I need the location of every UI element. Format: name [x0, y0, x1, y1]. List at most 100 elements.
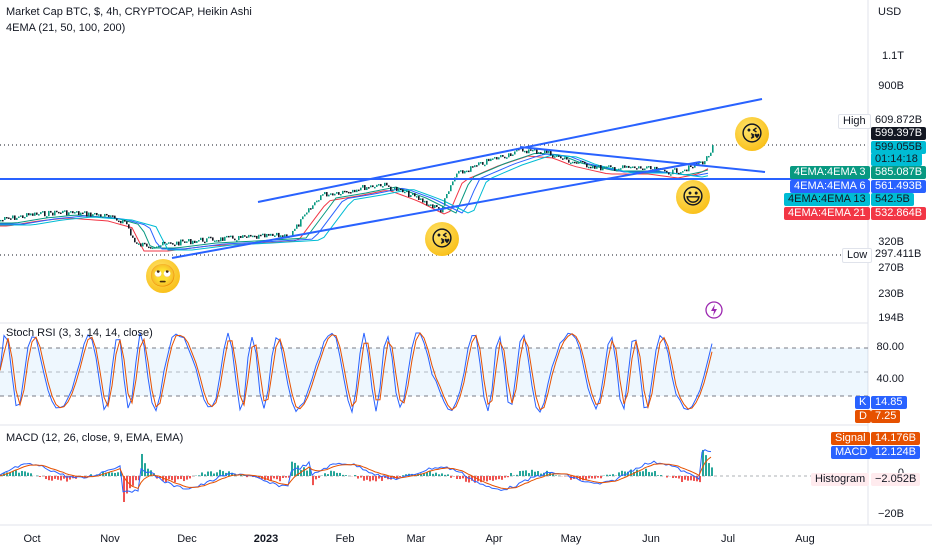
- histogram-bar: [390, 476, 392, 480]
- candle: [304, 214, 306, 217]
- histogram-bar: [588, 476, 590, 479]
- candle: [682, 171, 684, 173]
- candle: [560, 156, 562, 159]
- stoch-d-line: [0, 332, 713, 411]
- histogram-bar: [468, 476, 470, 483]
- candle: [370, 185, 372, 188]
- candle: [410, 195, 412, 198]
- histogram-bar: [258, 476, 260, 479]
- candle: [82, 212, 84, 215]
- candle: [142, 242, 144, 247]
- candle: [534, 149, 536, 151]
- grin-emoji-icon[interactable]: 😃: [676, 180, 710, 214]
- candle: [122, 220, 124, 224]
- candle: [268, 233, 270, 236]
- candle: [2, 219, 4, 222]
- candle: [546, 150, 548, 153]
- candle: [614, 167, 616, 171]
- candle: [158, 245, 160, 248]
- candle: [574, 161, 576, 164]
- histogram-bar: [372, 476, 374, 481]
- candle: [174, 244, 176, 247]
- candle: [492, 158, 494, 160]
- histogram-bar: [69, 476, 71, 480]
- stoch-title[interactable]: Stoch RSI (3, 3, 14, 14, close): [6, 327, 153, 339]
- candle: [450, 185, 452, 192]
- candle: [456, 173, 458, 178]
- histogram-bar: [345, 475, 347, 476]
- histogram-bar: [141, 453, 143, 476]
- ema-line: [0, 153, 709, 250]
- currency-label[interactable]: USD: [878, 6, 902, 18]
- candle: [20, 215, 22, 217]
- histogram-bar: [528, 473, 530, 476]
- histogram-bar: [585, 476, 587, 480]
- macd-title[interactable]: MACD (12, 26, close, 9, EMA, EMA): [6, 432, 184, 444]
- histogram-bar: [462, 476, 464, 479]
- candle: [404, 191, 406, 194]
- candle: [350, 192, 352, 194]
- histogram-bar: [117, 472, 119, 476]
- lightning-icon[interactable]: [705, 301, 723, 319]
- histogram-bar: [429, 470, 431, 476]
- candle: [166, 243, 168, 245]
- indicator-legend[interactable]: 4EMA (21, 50, 100, 200): [6, 22, 126, 34]
- histogram-bar: [201, 472, 203, 476]
- histogram-bar: [642, 471, 644, 476]
- candle: [112, 215, 114, 217]
- candle: [316, 200, 318, 203]
- kiss-emoji-icon[interactable]: 😘: [425, 222, 459, 256]
- candle: [348, 191, 350, 194]
- candle: [106, 213, 108, 216]
- candle: [90, 212, 92, 217]
- candle: [642, 168, 644, 171]
- ema-21-name: 4EMA:4EMA 21: [784, 207, 870, 220]
- histogram-bar: [498, 476, 500, 480]
- candle: [590, 166, 592, 169]
- candle: [400, 188, 402, 191]
- candle: [418, 196, 420, 200]
- histogram-bar: [126, 476, 128, 494]
- candle: [74, 212, 76, 214]
- histogram-bar: [288, 476, 290, 478]
- chart-title: Market Cap BTC, $, 4h, CRYPTOCAP, Heikin…: [6, 6, 252, 18]
- candle: [704, 161, 706, 165]
- candle: [358, 189, 360, 192]
- candle: [436, 205, 438, 208]
- candle: [292, 230, 294, 236]
- rolling-eyes-emoji-icon[interactable]: 🙄: [146, 259, 180, 293]
- candle: [184, 241, 186, 243]
- candle: [84, 211, 86, 213]
- candle: [478, 162, 480, 166]
- candle: [196, 241, 198, 243]
- candle: [604, 166, 606, 168]
- histogram-bar: [267, 476, 269, 480]
- candle: [580, 160, 582, 163]
- candle: [168, 242, 170, 244]
- histogram-bar: [174, 476, 176, 483]
- candle: [634, 166, 636, 169]
- candle: [666, 170, 668, 173]
- histogram-bar: [324, 473, 326, 476]
- kiss-emoji-icon[interactable]: 😘: [735, 117, 769, 151]
- histogram-bar: [240, 474, 242, 476]
- candle: [484, 164, 486, 167]
- candle: [16, 217, 18, 220]
- histogram-bar: [132, 476, 134, 486]
- candle: [578, 162, 580, 164]
- candle: [128, 224, 130, 229]
- histogram-bar: [546, 470, 548, 476]
- candle: [68, 212, 70, 216]
- candle: [470, 166, 472, 172]
- candle: [572, 161, 574, 164]
- candle: [488, 158, 490, 162]
- histogram-bar: [246, 476, 248, 478]
- histogram-bar: [204, 474, 206, 476]
- candle: [602, 167, 604, 171]
- candle: [678, 172, 680, 175]
- histogram-bar: [273, 476, 275, 479]
- histogram-bar: [675, 476, 677, 478]
- candle: [150, 247, 152, 249]
- histogram-bar: [426, 472, 428, 476]
